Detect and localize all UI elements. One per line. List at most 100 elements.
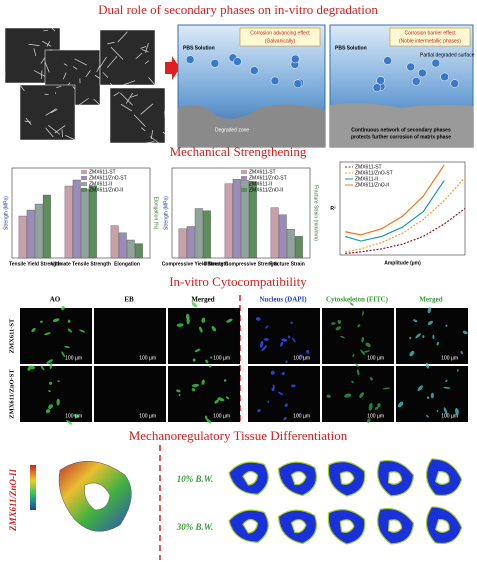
sample-label: ZMX611/ZnO-II [8,468,18,532]
cell [67,328,73,333]
grain-boundary [72,66,78,70]
y2-axis-label: Fracture Strain (mm/mm) [313,185,319,241]
cell [291,337,296,343]
grain-boundary [149,136,159,144]
cell [409,336,412,340]
grain-boundary [45,127,54,138]
category-label: Elongation [114,261,140,267]
grain-boundary [63,63,68,66]
scale-label: 100 µm [367,355,384,361]
cell [261,345,268,352]
cell [191,302,197,308]
y-axis-label: Strength (MPa) [163,196,169,230]
cell [208,365,212,368]
scaffold-shape [277,509,318,545]
grain-boundary [44,93,49,96]
cell [360,349,366,356]
section-title: Mechanical Strengthening [170,144,307,159]
cell [436,341,439,346]
section-title: In-vitro Cytocompatibility [169,274,307,289]
bar [202,210,211,259]
cell [201,379,205,385]
cell [355,363,359,367]
cell [271,387,275,392]
section-title: Mechanoregulatory Tissue Differentiation [129,428,348,443]
cell [443,407,448,415]
grain-boundary [44,61,50,73]
bar [80,188,89,259]
cell [52,318,60,323]
grain-boundary [85,70,91,78]
cell [45,409,51,414]
grain-boundary [78,97,89,106]
scale-label: 100 µm [139,413,156,419]
grain-boundary [141,49,149,53]
scaffold-shape [377,508,415,545]
scale-label: 100 µm [65,413,82,419]
scaffold-shape [327,509,366,545]
label-box [389,27,471,47]
scale-label: 100 µm [293,413,310,419]
scale-label: 100 µm [367,413,384,419]
cell [27,367,31,371]
cell [255,317,261,321]
cell [426,415,429,418]
bar [72,179,81,259]
zone-label: Degraded zone [215,127,249,133]
cell [287,335,291,339]
ion [418,68,427,78]
grain-boundary [144,60,150,65]
scale-label: 100 µm [65,355,82,361]
solution-label: PBS Solution [183,45,215,51]
cell [344,393,352,398]
cell [217,397,225,402]
ion [450,79,459,88]
cell [445,379,448,382]
cell [205,359,209,364]
legend-label: ZMX611/ZnO-II [249,187,283,193]
bar [278,214,287,259]
cell [40,365,45,371]
micrograph [396,308,468,364]
section-title: Dual role of secondary phases on in-vitr… [98,2,378,17]
color-legend [30,465,36,510]
scale-label: 100 µm [293,355,310,361]
grain-boundary [145,141,155,144]
panel-subtitle: (Galvanically) [265,38,296,44]
bar [126,239,135,259]
grain-boundary [50,109,58,114]
cell [443,386,451,389]
ion [293,79,303,89]
cell [365,342,371,348]
cell [462,330,468,335]
cell [44,332,51,336]
legend-swatch [241,176,247,180]
line [345,180,445,242]
cell [206,418,212,424]
grain-boundary [140,127,146,132]
legend-label: ZMX611/ZnO-II [355,182,389,188]
bar [88,185,97,259]
cell [283,417,287,421]
grain-boundary [96,65,101,72]
bar [294,236,303,259]
cell [61,351,66,358]
cell [214,399,219,404]
cell [48,404,54,410]
load-label: 10% B.W. [177,474,214,484]
bar [270,207,279,259]
cell [369,377,373,381]
grain-boundary [48,125,61,135]
y-axis-label: R² [330,206,336,212]
cell [331,322,336,325]
grain-boundary [65,135,76,141]
micrograph [168,308,240,364]
grain-boundary [125,92,134,104]
cell [456,369,459,372]
cell [417,385,423,391]
ion [185,55,195,64]
bar [194,208,203,259]
cell [291,384,296,388]
